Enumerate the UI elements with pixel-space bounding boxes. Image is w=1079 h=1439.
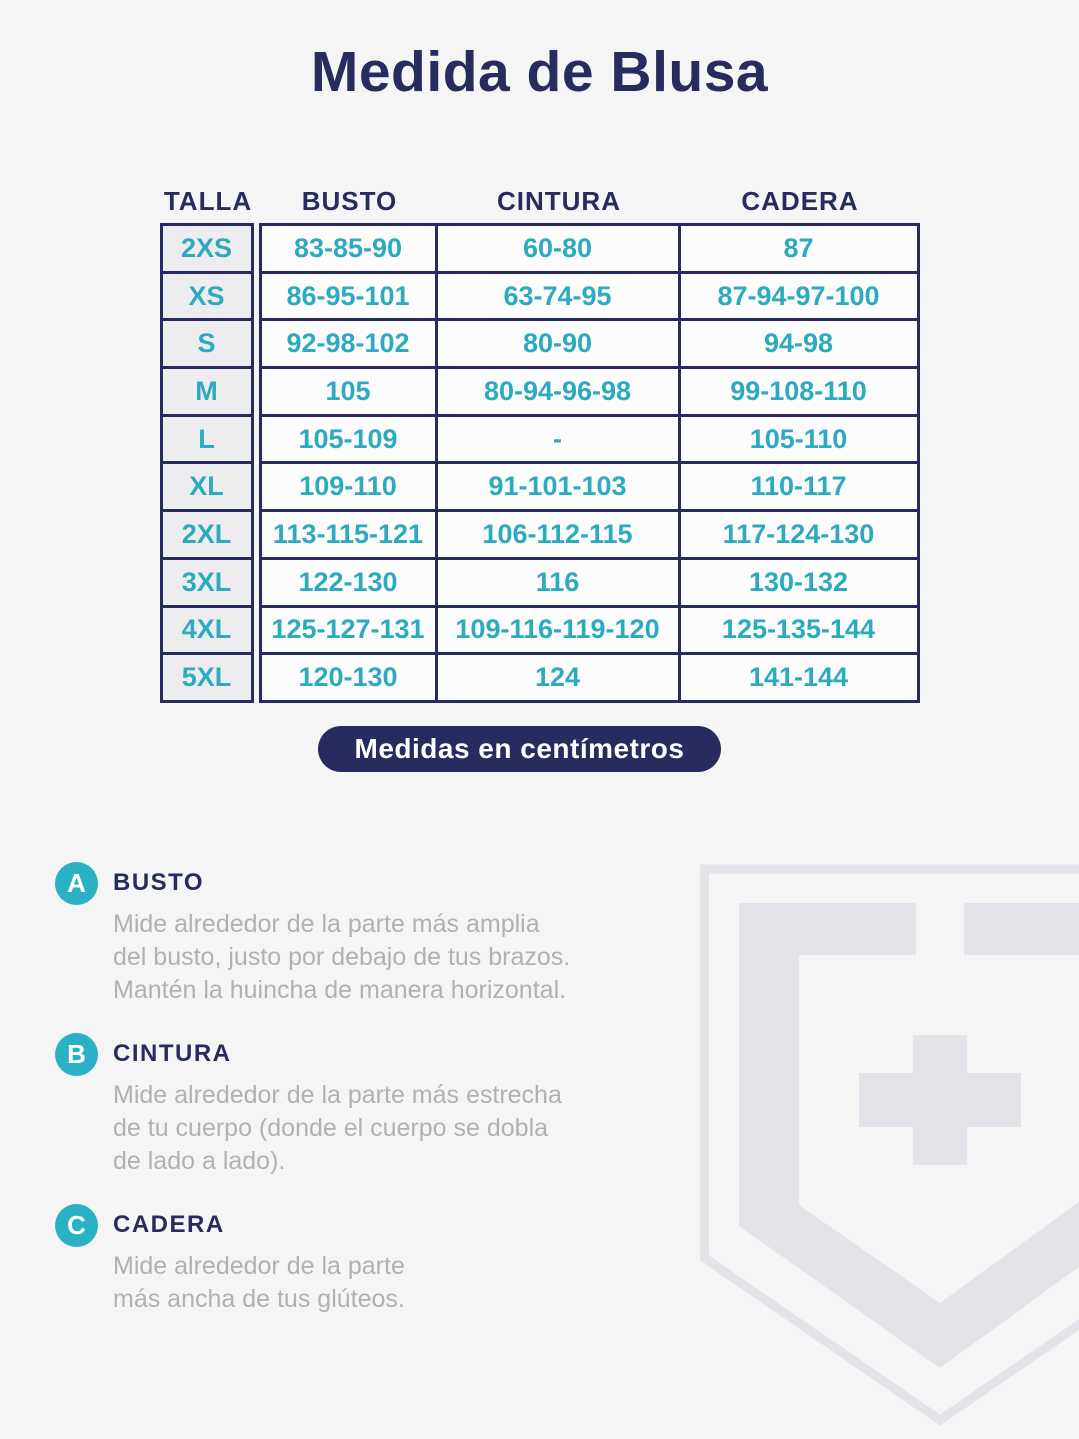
section-title: CINTURA [113,1039,232,1067]
busto-cell: 86-95-101 [258,270,438,322]
section-body: BUSTO Mide alrededor de la parte más amp… [113,862,570,1007]
table-row: 113-115-121 106-112-115 117-124-130 [258,509,920,560]
units-badge: Medidas en centímetros [317,725,722,772]
table-row: 125-127-131 109-116-119-120 125-135-144 [258,604,920,656]
table-row: 109-110 91-101-103 110-117 [258,461,920,513]
cintura-cell: 116 [434,556,681,608]
busto-cell: 113-115-121 [258,509,438,560]
busto-cell: 83-85-90 [258,223,438,274]
table-row: 122-130 116 130-132 [258,556,920,608]
cadera-cell: 125-135-144 [677,604,920,656]
section-body: CINTURA Mide alrededor de la parte más e… [113,1033,562,1178]
table-row: XS [159,270,254,322]
table-row: 2XS [159,223,254,274]
cintura-cell: 109-116-119-120 [434,604,681,656]
cadera-cell: 94-98 [677,318,920,370]
cintura-cell: 63-74-95 [434,270,681,322]
cintura-cell: 80-90 [434,318,681,370]
cadera-cell: 105-110 [677,413,920,465]
size-label-cell: 4XL [159,604,254,656]
section-description: Mide alrededor de la parte más ancha de … [113,1251,405,1313]
cintura-cell: 124 [434,652,681,703]
size-label-cell: L [159,413,254,465]
instruction-section-cintura: B CINTURA Mide alrededor de la parte más… [55,1032,695,1178]
table-row: 4XL [159,604,254,656]
cadera-cell: 141-144 [677,652,920,703]
measurement-instructions: A BUSTO Mide alrededor de la parte más a… [55,861,695,1316]
cintura-cell: 60-80 [434,223,681,274]
busto-cell: 120-130 [258,652,438,703]
instruction-section-busto: A BUSTO Mide alrededor de la parte más a… [55,861,695,1007]
cadera-cell: 110-117 [677,461,920,513]
table-row: 120-130 124 141-144 [258,652,920,703]
instruction-section-cadera: C CADERA Mide alrededor de la parte más … [55,1203,695,1316]
cadera-cell: 87-94-97-100 [677,270,920,322]
cadera-cell: 130-132 [677,556,920,608]
section-title: CADERA [113,1210,225,1238]
table-header-row: TALLA BUSTO CINTURA CADERA [160,186,920,216]
letter-badge-b: B [55,1032,98,1076]
size-tables: 2XS XS S M L XL 2XL 3XL 4XL 5XL 83-85-90… [159,223,920,703]
column-header-busto: BUSTO [301,186,398,216]
cintura-cell: 106-112-115 [434,509,681,560]
busto-cell: 92-98-102 [258,318,438,370]
size-label-cell: XS [159,270,254,322]
table-row: S [159,318,254,370]
page-title: Medida de Blusa [310,40,769,104]
table-row: 105 80-94-96-98 99-108-110 [258,366,920,417]
size-label-cell: 5XL [159,652,254,703]
cadera-cell: 99-108-110 [677,366,920,417]
busto-cell: 125-127-131 [258,604,438,656]
cadera-cell: 117-124-130 [677,509,920,560]
size-label-cell: 3XL [159,556,254,608]
size-label-cell: M [159,366,254,417]
table-row: 2XL [159,509,254,560]
busto-cell: 109-110 [258,461,438,513]
letter-badge-c: C [55,1203,98,1247]
column-header-cintura: CINTURA [497,186,621,216]
size-label-cell: XL [159,461,254,513]
section-title: BUSTO [113,868,205,896]
table-row: 86-95-101 63-74-95 87-94-97-100 [258,270,920,322]
size-label-column: 2XS XS S M L XL 2XL 3XL 4XL 5XL [159,223,254,703]
size-label-cell: 2XL [159,509,254,560]
section-description: Mide alrededor de la parte más estrecha … [113,1080,562,1175]
table-row: 3XL [159,556,254,608]
size-label-cell: S [159,318,254,370]
table-row: L [159,413,254,465]
column-header-cadera: CADERA [741,186,859,216]
size-chart: TALLA BUSTO CINTURA CADERA 2XS XS S M L … [159,186,920,772]
cintura-cell: - [434,413,681,465]
cintura-cell: 80-94-96-98 [434,366,681,417]
table-row: 83-85-90 60-80 87 [258,223,920,274]
table-row: M [159,366,254,417]
table-row: 105-109 - 105-110 [258,413,920,465]
busto-cell: 105-109 [258,413,438,465]
busto-cell: 122-130 [258,556,438,608]
section-description: Mide alrededor de la parte más amplia de… [113,909,571,1004]
measurements-table: 83-85-90 60-80 87 86-95-101 63-74-95 87-… [258,223,920,703]
table-row: 5XL [159,652,254,703]
section-body: CADERA Mide alrededor de la parte más an… [113,1204,405,1316]
letter-badge-a: A [55,861,98,905]
cadera-cell: 87 [677,223,920,274]
table-row: XL [159,461,254,513]
table-row: 92-98-102 80-90 94-98 [258,318,920,370]
column-header-talla: TALLA [163,186,253,216]
size-label-cell: 2XS [159,223,254,274]
busto-cell: 105 [258,366,438,417]
cintura-cell: 91-101-103 [434,461,681,513]
